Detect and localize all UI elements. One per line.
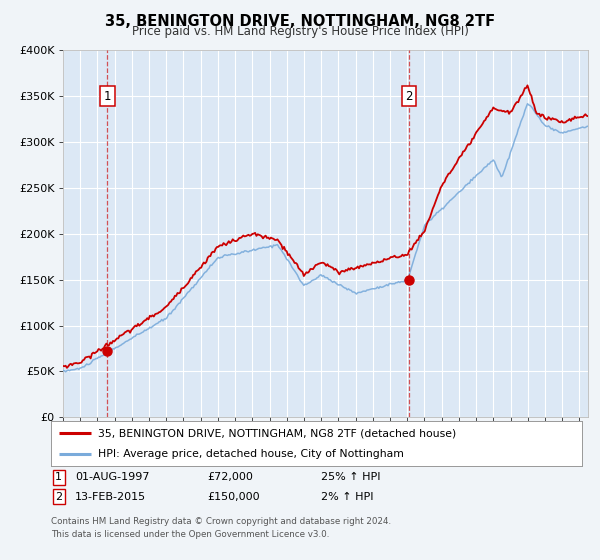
- Text: HPI: Average price, detached house, City of Nottingham: HPI: Average price, detached house, City…: [98, 449, 404, 459]
- Text: 1: 1: [104, 90, 111, 102]
- Text: £150,000: £150,000: [207, 492, 260, 502]
- Text: 1: 1: [55, 472, 62, 482]
- Text: £72,000: £72,000: [207, 472, 253, 482]
- Text: This data is licensed under the Open Government Licence v3.0.: This data is licensed under the Open Gov…: [51, 530, 329, 539]
- Text: 2: 2: [55, 492, 62, 502]
- Text: 2: 2: [406, 90, 413, 102]
- Text: 01-AUG-1997: 01-AUG-1997: [75, 472, 149, 482]
- Text: 2% ↑ HPI: 2% ↑ HPI: [321, 492, 373, 502]
- Text: 35, BENINGTON DRIVE, NOTTINGHAM, NG8 2TF: 35, BENINGTON DRIVE, NOTTINGHAM, NG8 2TF: [105, 14, 495, 29]
- Text: Price paid vs. HM Land Registry's House Price Index (HPI): Price paid vs. HM Land Registry's House …: [131, 25, 469, 38]
- Text: Contains HM Land Registry data © Crown copyright and database right 2024.: Contains HM Land Registry data © Crown c…: [51, 517, 391, 526]
- Text: 13-FEB-2015: 13-FEB-2015: [75, 492, 146, 502]
- Text: 35, BENINGTON DRIVE, NOTTINGHAM, NG8 2TF (detached house): 35, BENINGTON DRIVE, NOTTINGHAM, NG8 2TF…: [98, 428, 456, 438]
- Text: 25% ↑ HPI: 25% ↑ HPI: [321, 472, 380, 482]
